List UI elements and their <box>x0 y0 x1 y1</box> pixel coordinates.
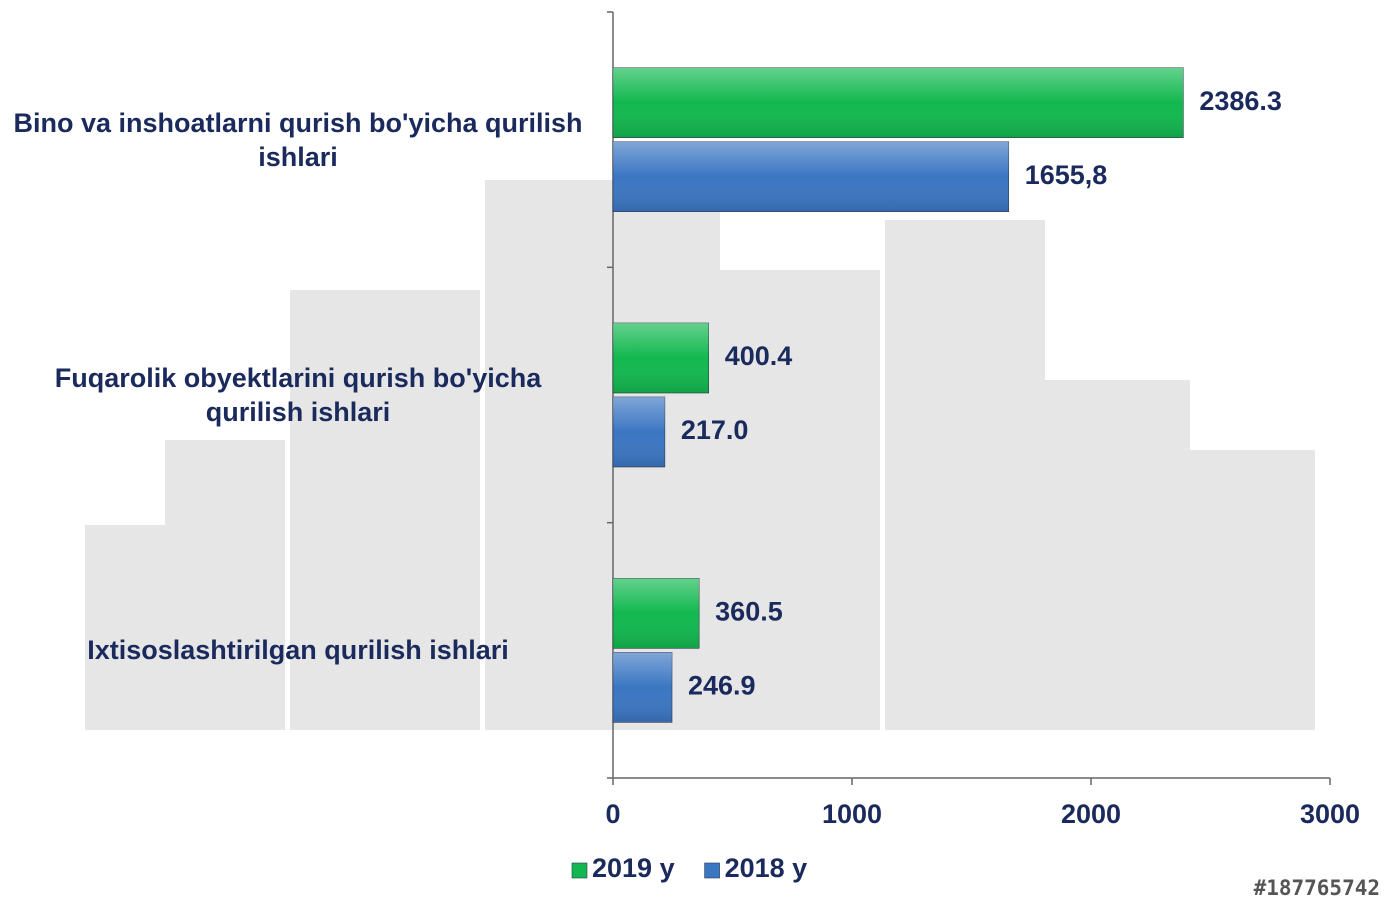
bar-shine <box>613 578 699 648</box>
x-tick-label: 3000 <box>1300 799 1360 829</box>
bar-shine <box>613 652 672 722</box>
data-label: 2386.3 <box>1199 86 1282 116</box>
x-tick-label: 0 <box>605 799 620 829</box>
category-label: Bino va inshoatlarni qurish bo'yicha qur… <box>8 106 588 174</box>
category-label: Ixtisoslashtirilgan qurilish ishlari <box>8 633 588 667</box>
legend-swatch <box>705 863 720 878</box>
bar-shine <box>613 142 1009 212</box>
bar-shine <box>613 323 709 393</box>
x-tick-label: 2000 <box>1061 799 1121 829</box>
data-label: 217.0 <box>681 415 749 445</box>
legend-label: 2018 y <box>725 853 808 883</box>
data-label: 400.4 <box>725 341 793 371</box>
category-label: Fuqarolik obyektlarini qurish bo'yicha q… <box>8 361 588 429</box>
bar-shine <box>613 397 665 467</box>
watermark: #187765742 <box>1254 876 1380 900</box>
data-label: 246.9 <box>688 670 756 700</box>
data-label: 360.5 <box>715 596 783 626</box>
bar-shine <box>613 68 1183 138</box>
legend-label: 2019 y <box>592 853 675 883</box>
page: {"chart_data": {"type": "barh", "categor… <box>0 0 1394 903</box>
x-tick-label: 1000 <box>822 799 882 829</box>
legend-swatch <box>572 863 587 878</box>
data-label: 1655,8 <box>1025 160 1108 190</box>
